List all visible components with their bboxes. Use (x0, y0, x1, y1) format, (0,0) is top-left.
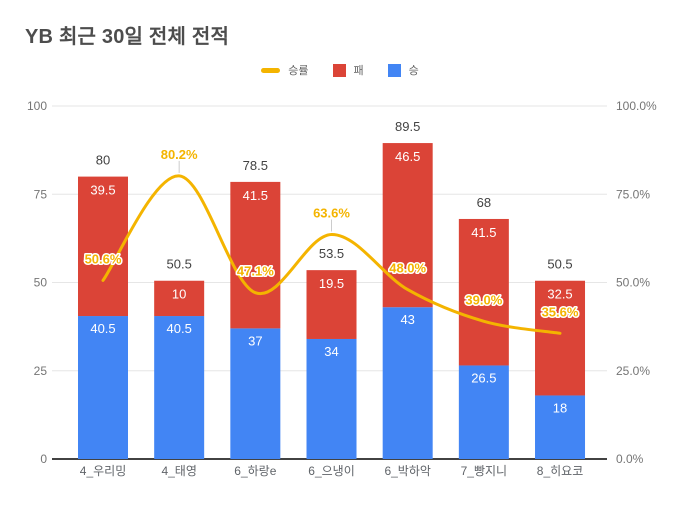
bar-win-label: 18 (553, 400, 567, 415)
y-axis-label-right: 100.0% (616, 99, 657, 113)
x-axis-label: 4_우리밍 (80, 464, 126, 478)
bar-segment-loss[interactable] (78, 176, 128, 317)
bar-win-label: 26.5 (471, 370, 496, 385)
bar-total-label: 89.5 (395, 119, 420, 134)
bar-segment-win[interactable] (78, 316, 128, 459)
bar-segment-loss[interactable] (306, 270, 357, 339)
bar-total-label: 50.5 (167, 257, 192, 272)
bar-win-label: 40.5 (90, 321, 115, 336)
legend-item-loss[interactable]: 패 (332, 62, 364, 78)
loss-box-swatch-icon (332, 63, 346, 77)
legend-label-winrate: 승률 (288, 65, 309, 77)
bar-total-label: 68 (477, 195, 491, 210)
legend-item-winrate[interactable]: 승률 (261, 62, 309, 78)
bar-win-label: 43 (400, 312, 414, 327)
bar-segment-win[interactable] (535, 395, 586, 459)
y-axis-label-right: 50.0% (616, 276, 650, 290)
bar-loss-label: 32.5 (547, 287, 572, 302)
win-rate-label: 47.1% (237, 264, 274, 279)
bar-segment-win[interactable] (382, 307, 433, 459)
win-rate-line[interactable] (101, 174, 562, 335)
x-axis-label: 7_빵지니 (461, 464, 507, 478)
y-axis-label-left: 100 (27, 99, 47, 113)
bar-segment-loss[interactable] (230, 181, 281, 329)
win-rate-label: 63.6% (313, 205, 350, 220)
bar-segment-loss[interactable] (535, 280, 586, 396)
win-rate-label: 80.2% (161, 147, 198, 162)
bar-segment-win[interactable] (154, 316, 205, 459)
bar-win-label: 34 (324, 344, 338, 359)
win-rate-label: 35.6% (542, 304, 579, 319)
x-axis-label: 6_박하악 (384, 464, 430, 478)
bar-loss-label: 10 (172, 287, 186, 302)
y-axis-label-right: 25.0% (616, 364, 650, 378)
y-axis-label-left: 75 (34, 187, 48, 201)
bar-segment-loss[interactable] (382, 143, 433, 308)
x-axis-label: 8_히요코 (537, 464, 583, 478)
x-axis-label: 6_하랑e (234, 464, 276, 478)
chart-title: YB 최근 30일 전체 전적 (25, 26, 230, 48)
bar-segment-win[interactable] (458, 365, 509, 459)
x-axis-label: 4_태영 (161, 464, 196, 478)
y-axis-label-left: 50 (34, 276, 48, 290)
bar-segment-loss[interactable] (458, 218, 509, 366)
bar-segment-loss[interactable] (154, 280, 205, 317)
bar-segment-win[interactable] (230, 328, 281, 459)
y-axis-label-left: 0 (40, 452, 47, 466)
legend-label-loss: 패 (353, 65, 364, 77)
bar-loss-label: 41.5 (243, 188, 268, 203)
bar-total-label: 53.5 (319, 246, 344, 261)
legend-label-win: 승 (408, 65, 419, 77)
win-rate-label: 48.0% (389, 261, 426, 276)
bar-loss-label: 41.5 (471, 225, 496, 240)
bar-total-label: 50.5 (547, 257, 572, 272)
win-rate-label: 39.0% (465, 292, 502, 307)
bar-total-label: 78.5 (243, 158, 268, 173)
y-axis-label-right: 75.0% (616, 187, 650, 201)
bar-loss-label: 46.5 (395, 149, 420, 164)
win-rate-label: 50.6% (85, 251, 122, 266)
bar-win-label: 37 (248, 333, 262, 348)
x-axis-label: 6_으냉이 (308, 464, 354, 478)
bar-loss-label: 19.5 (319, 276, 344, 291)
legend: 승률 패 승 (0, 62, 680, 78)
winrate-line-swatch-icon (261, 67, 281, 73)
bar-total-label: 80 (96, 153, 110, 168)
legend-item-win[interactable]: 승 (387, 62, 419, 78)
bar-loss-label: 39.5 (90, 183, 115, 198)
bar-win-label: 40.5 (167, 321, 192, 336)
win-box-swatch-icon (387, 63, 401, 77)
y-axis-label-right: 0.0% (616, 452, 644, 466)
y-axis-label-left: 25 (34, 364, 48, 378)
bar-segment-win[interactable] (306, 338, 357, 459)
